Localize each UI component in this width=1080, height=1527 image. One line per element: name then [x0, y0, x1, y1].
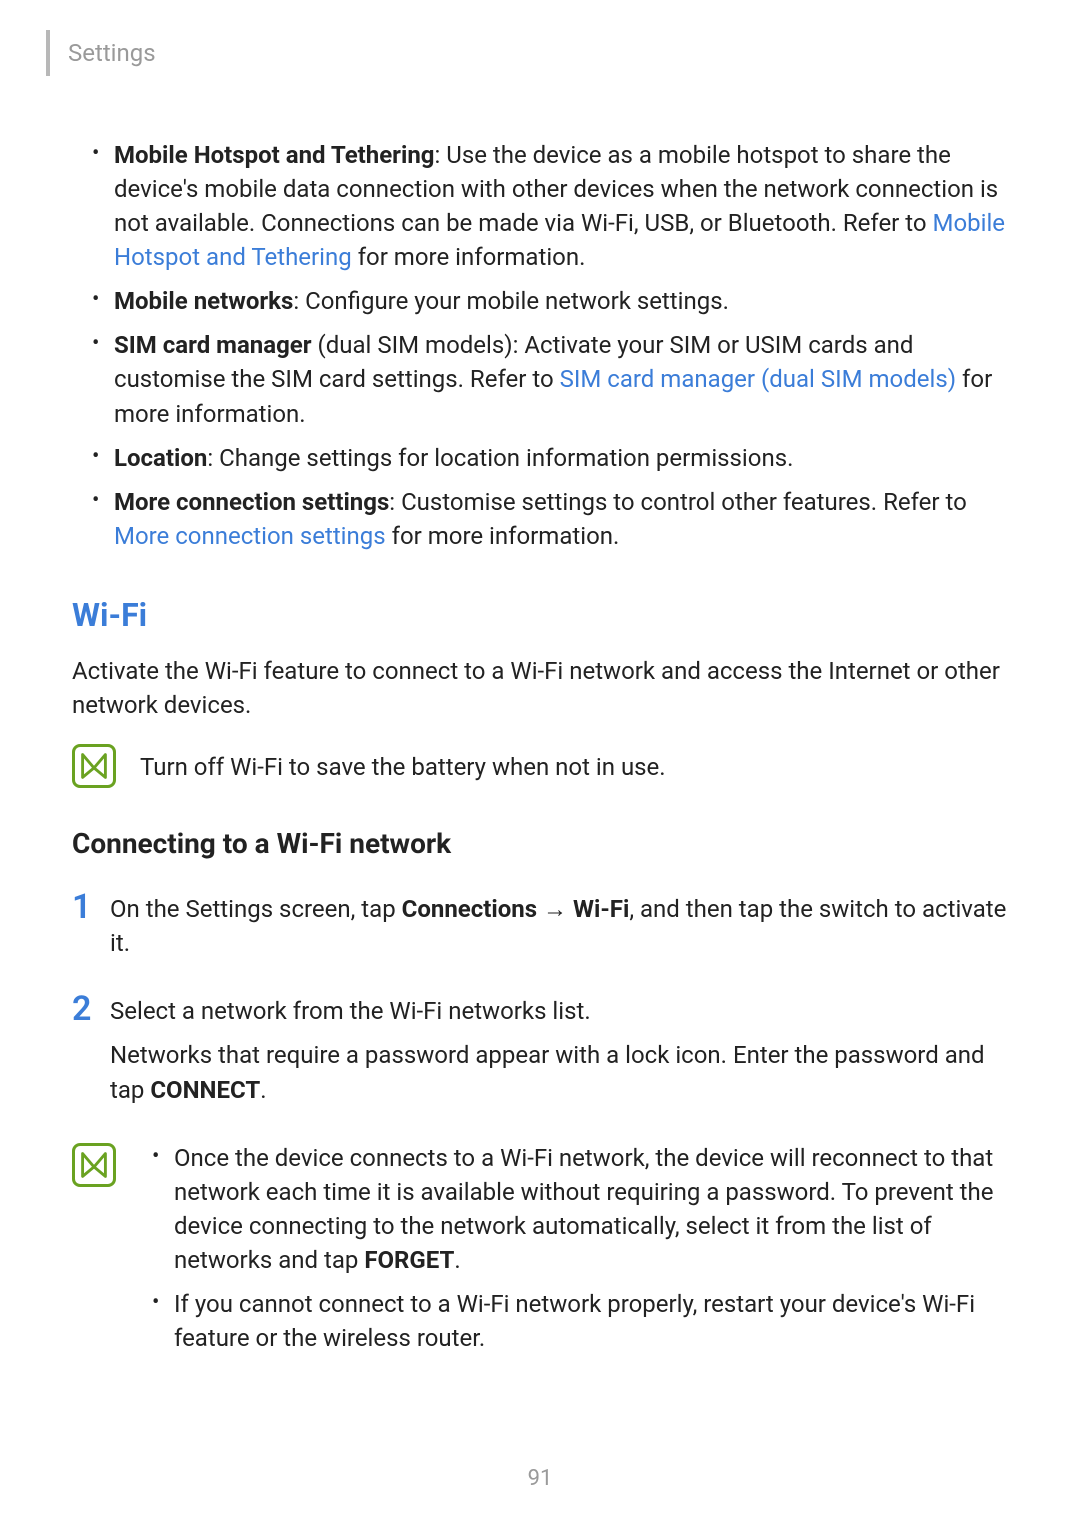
list-item: If you cannot connect to a Wi-Fi network…	[152, 1287, 1008, 1355]
list-item: Mobile networks: Configure your mobile n…	[92, 284, 1008, 318]
settings-bullet-list: Mobile Hotspot and Tethering: Use the de…	[72, 138, 1008, 553]
item-link[interactable]: More connection settings	[114, 522, 386, 550]
item-link[interactable]: SIM card manager (dual SIM models)	[560, 365, 956, 393]
t: On the Settings screen, tap	[110, 895, 402, 923]
list-item: Mobile Hotspot and Tethering: Use the de…	[92, 138, 1008, 274]
step-number: 1	[72, 890, 110, 924]
main-content: Mobile Hotspot and Tethering: Use the de…	[72, 138, 1008, 1365]
t-bold: CONNECT	[150, 1076, 260, 1104]
header-tick	[46, 30, 50, 76]
item-text: : Change settings for location informati…	[207, 444, 793, 472]
page-number: 91	[0, 1466, 1080, 1491]
list-item: SIM card manager (dual SIM models): Acti…	[92, 328, 1008, 430]
arrow-icon: →	[537, 895, 573, 923]
wifi-sub-heading: Connecting to a Wi-Fi network	[72, 824, 1008, 864]
step-number: 2	[72, 992, 110, 1026]
item-text: : Customise settings to control other fe…	[389, 488, 966, 516]
step-1: 1 On the Settings screen, tap Connection…	[72, 892, 1008, 970]
step-text: Select a network from the Wi-Fi networks…	[110, 994, 1008, 1028]
list-item: More connection settings: Customise sett…	[92, 485, 1008, 553]
t: .	[260, 1076, 266, 1104]
step-text: On the Settings screen, tap Connections …	[110, 892, 1008, 960]
list-item: Once the device connects to a Wi-Fi netw…	[152, 1141, 1008, 1277]
item-bold: SIM card manager	[114, 331, 312, 359]
item-bold: Location	[114, 444, 207, 472]
t-bold: Connections	[402, 895, 537, 923]
note-list: Once the device connects to a Wi-Fi netw…	[140, 1141, 1008, 1365]
t-bold: FORGET	[364, 1246, 454, 1274]
note-icon	[72, 744, 116, 788]
wifi-intro: Activate the Wi-Fi feature to connect to…	[72, 654, 1008, 722]
t-bold: Wi-Fi	[573, 895, 629, 923]
item-text: : Configure your mobile network settings…	[293, 287, 729, 315]
note-block: Once the device connects to a Wi-Fi netw…	[72, 1141, 1008, 1365]
step-2: 2 Select a network from the Wi-Fi networ…	[72, 994, 1008, 1116]
note-icon	[72, 1143, 116, 1187]
list-item: Location: Change settings for location i…	[92, 441, 1008, 475]
note-row: Turn off Wi-Fi to save the battery when …	[72, 744, 1008, 788]
t: .	[454, 1246, 460, 1274]
step-text: Networks that require a password appear …	[110, 1038, 1008, 1106]
wifi-heading: Wi-Fi	[72, 593, 1008, 638]
item-bold: Mobile Hotspot and Tethering	[114, 141, 435, 169]
item-bold: More connection settings	[114, 488, 389, 516]
t: Once the device connects to a Wi-Fi netw…	[174, 1144, 993, 1274]
header-title: Settings	[68, 39, 156, 67]
note-text: Turn off Wi-Fi to save the battery when …	[140, 744, 666, 784]
item-bold: Mobile networks	[114, 287, 293, 315]
item-tail: for more information.	[352, 243, 586, 271]
item-tail: for more information.	[386, 522, 620, 550]
page-header: Settings	[72, 30, 1008, 76]
